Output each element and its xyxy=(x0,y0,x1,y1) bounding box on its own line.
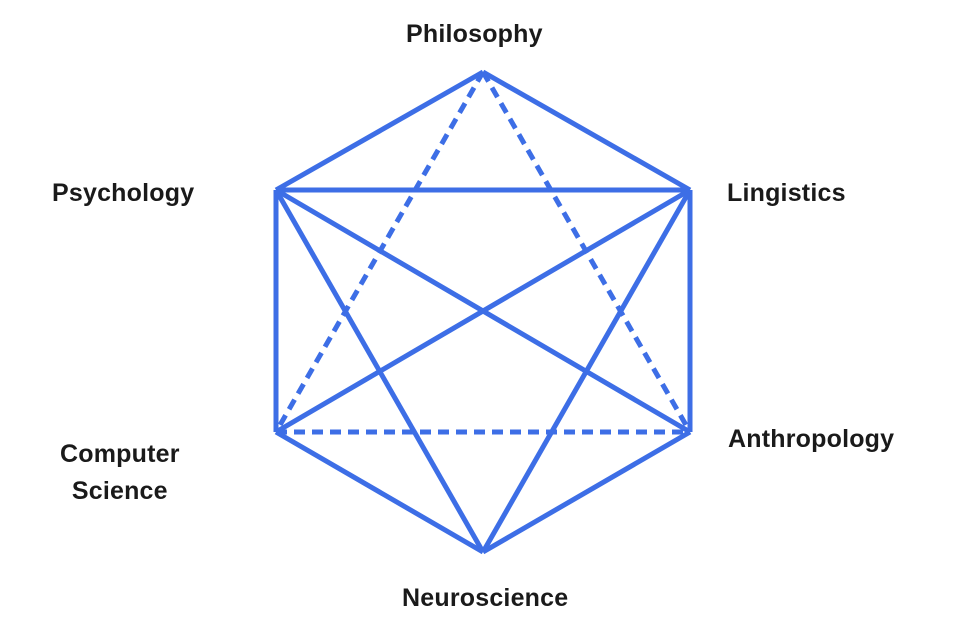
node-label-neuroscience: Neuroscience xyxy=(402,584,569,612)
node-label-computer-science: Computer Science xyxy=(60,436,180,510)
edge-neuroscience-computer-science xyxy=(274,429,485,555)
edge-lingistics-computer-science xyxy=(274,187,692,435)
node-label-philosophy: Philosophy xyxy=(406,20,543,48)
node-label-computer-science-line-1: Computer xyxy=(60,440,180,468)
edge-philosophy-computer-science xyxy=(273,70,486,434)
edge-anthropology-neuroscience xyxy=(481,429,692,555)
edges-layer xyxy=(273,69,693,555)
node-label-lingistics: Lingistics xyxy=(727,179,846,207)
edge-philosophy-lingistics xyxy=(481,69,692,193)
edge-philosophy-anthropology xyxy=(480,70,693,434)
edge-philosophy-psychology xyxy=(274,69,485,193)
edge-lingistics-neuroscience xyxy=(480,188,693,554)
node-label-psychology: Psychology xyxy=(52,179,195,207)
node-label-anthropology: Anthropology xyxy=(728,425,895,453)
node-label-computer-science-line-2: Science xyxy=(71,477,168,505)
